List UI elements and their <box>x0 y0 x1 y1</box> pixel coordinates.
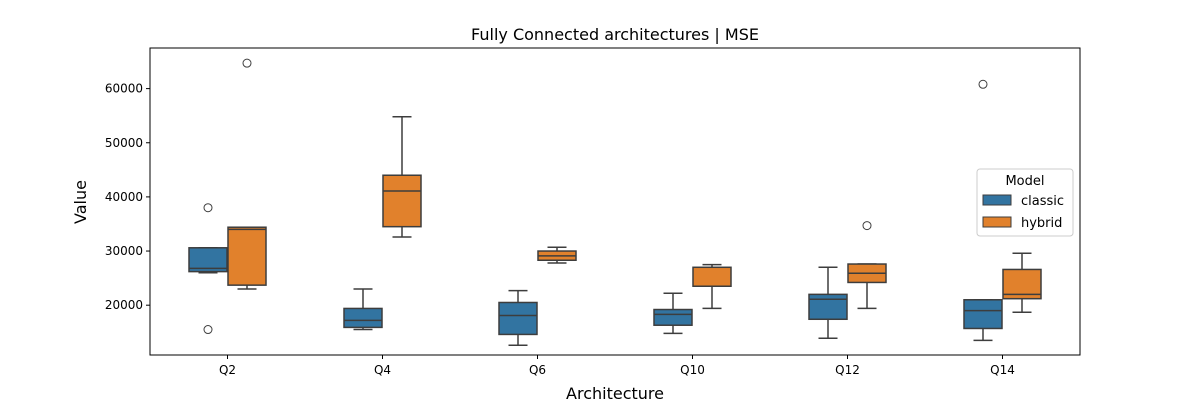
box-classic-Q12 <box>808 266 848 339</box>
x-tick-label: Q6 <box>529 363 546 377</box>
box-hybrid-Q4 <box>382 116 422 238</box>
legend-title: Model <box>1005 174 1044 189</box>
x-tick-label: Q12 <box>835 363 860 377</box>
box-hybrid-Q10 <box>692 263 732 310</box>
y-axis-ticks: 20000 30000 40000 50000 60000 <box>105 82 150 312</box>
legend-label-classic: classic <box>1021 194 1064 209</box>
outlier-point <box>203 325 213 335</box>
iqr-box <box>382 174 422 228</box>
x-tick-label: Q2 <box>219 363 236 377</box>
box-hybrid-Q12 <box>847 221 887 310</box>
chart-title: Fully Connected architectures | MSE <box>471 25 759 44</box>
iqr-box <box>343 307 383 329</box>
x-tick-label: Q14 <box>990 363 1015 377</box>
x-tick-label: Q10 <box>680 363 705 377</box>
legend: Model classic hybrid <box>976 168 1074 237</box>
legend-label-hybrid: hybrid <box>1021 216 1062 231</box>
y-tick-label: 20000 <box>105 298 143 312</box>
box-classic-Q4 <box>343 288 383 331</box>
legend-swatch-classic <box>982 194 1012 206</box>
outlier-point <box>862 221 872 231</box>
y-tick-label: 60000 <box>105 82 143 96</box>
outlier-point <box>978 79 988 89</box>
box-hybrid-Q14 <box>1002 252 1042 313</box>
x-axis-label: Architecture <box>566 384 664 400</box>
iqr-box <box>498 301 538 336</box>
y-axis-label: Value <box>71 180 90 224</box>
y-tick-label: 40000 <box>105 190 143 204</box>
box-series <box>188 58 1042 347</box>
iqr-box <box>227 226 267 286</box>
iqr-box <box>963 299 1003 330</box>
legend-swatch-hybrid <box>982 216 1012 228</box>
box-classic-Q14 <box>963 79 1003 342</box>
x-axis-ticks: Q2 Q4 Q6 Q10 Q12 Q14 <box>219 355 1015 377</box>
outlier-point <box>242 58 252 68</box>
box-hybrid-Q2 <box>227 58 267 290</box>
iqr-box <box>808 293 848 321</box>
x-tick-label: Q4 <box>374 363 391 377</box>
plot-area-frame <box>149 47 1081 356</box>
box-classic-Q6 <box>498 289 538 347</box>
outlier-point <box>203 203 213 213</box>
box-classic-Q2 <box>188 203 228 335</box>
iqr-box <box>188 247 228 273</box>
y-tick-label: 30000 <box>105 244 143 258</box>
y-tick-label: 50000 <box>105 136 143 150</box>
iqr-box <box>692 266 732 287</box>
box-classic-Q10 <box>653 292 693 335</box>
box-hybrid-Q6 <box>537 246 577 264</box>
iqr-box <box>653 308 693 326</box>
